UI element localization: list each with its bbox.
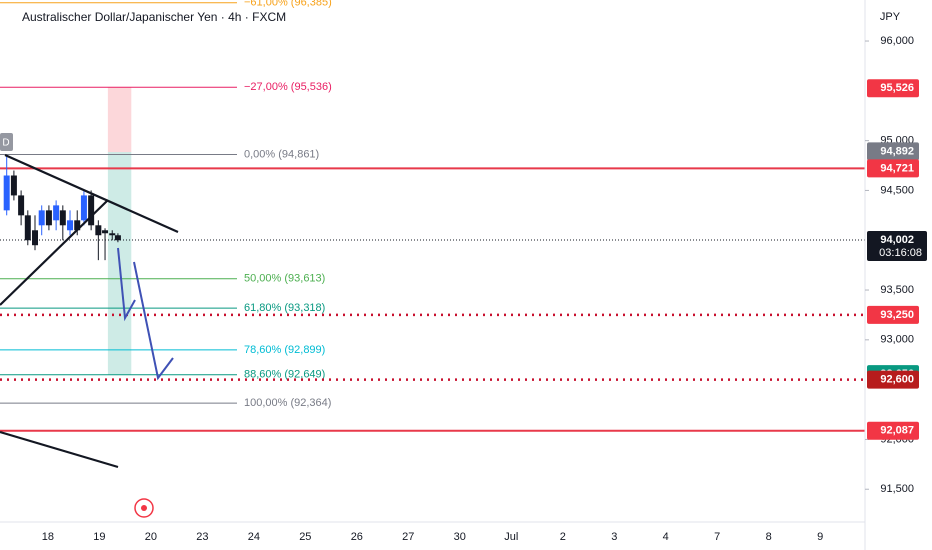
candle-body	[38, 210, 45, 226]
x-tick-label: 26	[351, 531, 363, 543]
candle-body	[114, 235, 121, 241]
x-tick-label: 24	[248, 531, 260, 543]
price-tag: 92,600	[867, 370, 919, 389]
candle-body	[95, 225, 102, 236]
marker: D	[2, 138, 9, 149]
plot-area: −61,00% (96,385) −27,00% (95,536) 0,00% (9…	[0, 0, 865, 432]
y-tick-label: 93,000	[880, 334, 914, 346]
fib-label: 61,80% (93,318)	[244, 302, 325, 314]
price-tag: 94,892	[867, 142, 919, 161]
candle-body	[59, 210, 66, 226]
marker-box	[0, 133, 13, 151]
candle-body	[45, 210, 52, 226]
trend-line	[0, 430, 119, 469]
x-tick-label: 25	[299, 531, 311, 543]
trend-line	[0, 199, 109, 306]
price-tag-box	[867, 305, 919, 324]
candle-body	[74, 220, 81, 231]
x-tick-label: 4	[663, 531, 669, 543]
arrow	[133, 261, 174, 381]
fib-label: 78,60% (92,899)	[244, 344, 325, 356]
price-tag: 92,087	[867, 421, 919, 440]
price-tag-label: 92,087	[880, 425, 914, 437]
candle-body	[24, 215, 31, 241]
fib-label: 50,00% (93,613)	[244, 273, 325, 285]
candle-body	[18, 195, 25, 216]
candle-body	[32, 230, 39, 246]
price-tag-label: 94,721	[880, 162, 914, 174]
price-tag: 95,526	[867, 79, 919, 98]
fib-label: −61,00% (96,385)	[244, 0, 332, 9]
y-tick-label: 96,000	[880, 35, 914, 47]
y-tick-label: 94,500	[880, 184, 914, 196]
chart-title: Australischer Dollar/Japanischer Yen · 4…	[22, 10, 286, 24]
x-tick-label: 8	[766, 531, 772, 543]
candle-body	[53, 205, 60, 221]
price-tag-box	[867, 159, 919, 178]
x-tick-label: 27	[402, 531, 414, 543]
candle-body	[80, 195, 87, 221]
price-tag-label: 92,600	[880, 374, 914, 386]
arrow	[117, 247, 136, 322]
candle-body	[67, 220, 74, 231]
price-tag-box	[867, 421, 919, 440]
candle-body	[88, 195, 95, 226]
y-tick-label: 93,500	[880, 284, 914, 296]
drawings	[0, 153, 179, 518]
fib-label: 0,00% (94,861)	[244, 148, 319, 160]
price-tag-label: 95,526	[880, 82, 914, 94]
price-tag-label: 94,892	[880, 145, 914, 157]
x-tick-label: 3	[611, 531, 617, 543]
fib-label: 100,00% (92,364)	[244, 397, 331, 409]
countdown: 03:16:08	[879, 247, 922, 259]
candle-body	[3, 175, 10, 211]
stop-zone	[107, 87, 132, 153]
price-tag-label: 93,250	[880, 309, 914, 321]
candle-body	[102, 230, 109, 234]
x-tick-label: 18	[42, 531, 54, 543]
last-price-label: 94,002	[880, 234, 914, 246]
trend-line	[4, 153, 179, 234]
price-tag-box	[867, 370, 919, 389]
x-tick-label: 23	[196, 531, 208, 543]
event-icon-dot	[141, 505, 147, 511]
last-price-box	[867, 231, 927, 262]
price-tag-box	[867, 142, 919, 161]
x-tick-label: 7	[714, 531, 720, 543]
price-tag-box	[867, 79, 919, 98]
currency: JPY	[880, 11, 901, 23]
x-tick-label: 2	[560, 531, 566, 543]
x-tick-label: 30	[454, 531, 466, 543]
x-tick-label: 9	[817, 531, 823, 543]
x-tick-label: 20	[145, 531, 157, 543]
candle-body	[109, 233, 116, 236]
price-tag: 93,250	[867, 305, 919, 324]
fib-label: 88,60% (92,649)	[244, 369, 325, 381]
y-tick-label: 91,500	[880, 483, 914, 495]
fib-label: −27,00% (95,536)	[244, 81, 332, 93]
x-tick-label: 19	[93, 531, 105, 543]
price-axis: 96,00095,00094,50093,50093,00092,00091,5…	[865, 35, 927, 495]
price-tag: 94,721	[867, 159, 919, 178]
candle-body	[10, 175, 17, 196]
x-tick-label: Jul	[504, 531, 518, 543]
